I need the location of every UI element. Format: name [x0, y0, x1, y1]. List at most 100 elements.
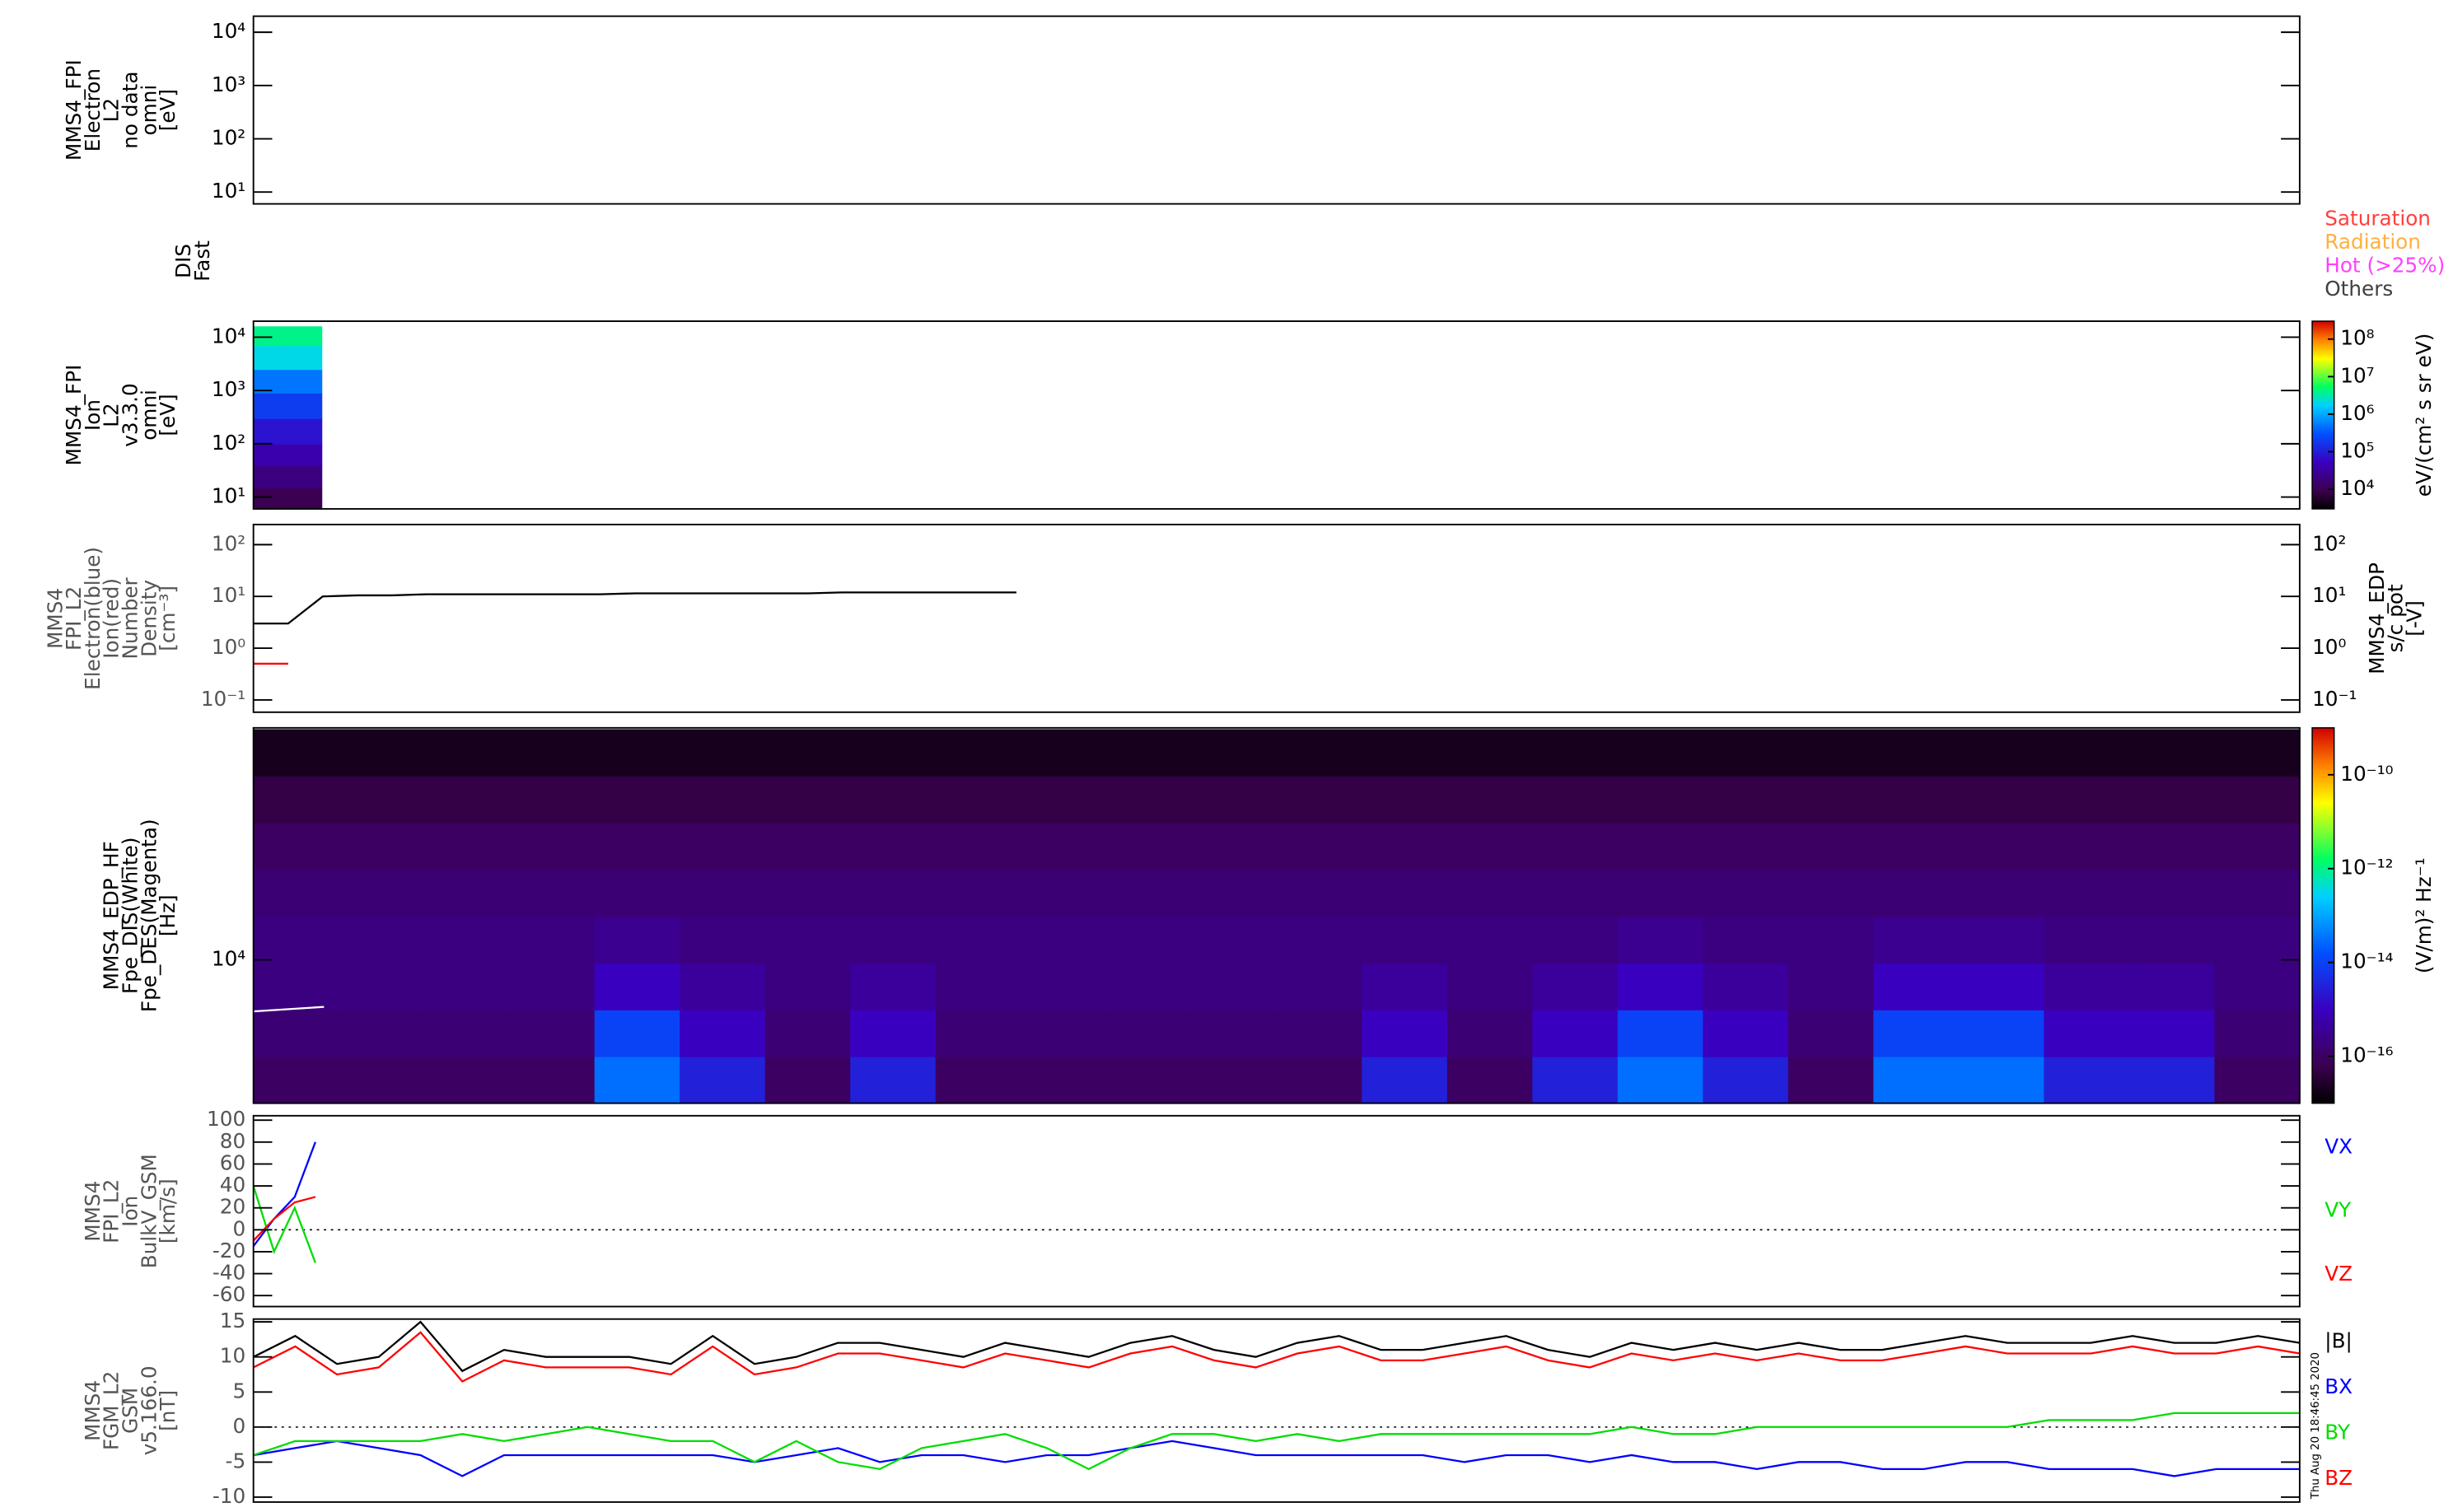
- spectrogram-cell: [1787, 729, 1875, 777]
- spectrogram-cell: [1958, 869, 2045, 917]
- spectrogram-cell: [423, 869, 510, 917]
- spectrogram-cell: [680, 963, 766, 1010]
- spectrogram-cell: [2128, 869, 2216, 917]
- spectrogram-cell: [1787, 869, 1875, 917]
- spectrogram-cell: [1362, 916, 1448, 964]
- spectrogram-cell: [339, 1056, 425, 1104]
- spectrogram-cell: [1021, 869, 1107, 917]
- y-tick-label: 10⁴: [212, 19, 245, 43]
- spectrogram-cell: [339, 916, 425, 964]
- y-tick-label: 10¹: [212, 484, 245, 508]
- spectrogram-cell: [2214, 822, 2301, 870]
- y-tick-label: 10¹: [212, 179, 245, 203]
- spectrogram-cell: [253, 916, 339, 964]
- spectrogram-cell: [1446, 916, 1534, 964]
- y-axis-label: FPI_L2: [62, 586, 86, 651]
- y-axis-label: [Hz]: [156, 894, 180, 936]
- spectrogram-cell: [253, 418, 323, 445]
- legend-label: |B|: [2325, 1329, 2353, 1353]
- spectrogram-cell: [2214, 729, 2301, 777]
- legend-label: VY: [2325, 1198, 2352, 1222]
- spectrogram-cell: [1191, 1056, 1278, 1104]
- spectrogram-cell: [1617, 916, 1704, 964]
- spectrogram-cell: [850, 729, 937, 777]
- spectrogram-cell: [1105, 869, 1193, 917]
- y2-axis-label: s/c pot: [2384, 584, 2408, 652]
- colorbar-label: eV/(cm² s sr eV): [2412, 334, 2436, 497]
- spectrogram-cell: [1787, 963, 1875, 1010]
- series-line: [253, 1320, 2301, 1373]
- spectrogram-cell: [680, 729, 766, 777]
- panel-frame: [252, 726, 2301, 1104]
- spectrogram-cell: [2214, 916, 2301, 964]
- spectrogram-cell: [1532, 729, 1619, 777]
- y-axis-label: omni: [137, 390, 161, 441]
- spectrogram-cell: [1703, 776, 1789, 824]
- spectrogram-cell: [1446, 869, 1534, 917]
- spectrogram-cell: [253, 776, 339, 824]
- spectrogram-cell: [253, 326, 323, 347]
- spectrogram-cell: [509, 729, 596, 777]
- spectrogram-cell: [423, 729, 510, 777]
- spectrogram-cell: [1191, 963, 1278, 1010]
- spectrogram-cell: [1532, 1010, 1619, 1057]
- y-axis-label: Number: [119, 576, 143, 659]
- spectrogram-cell: [594, 776, 680, 824]
- spectrogram-cell: [1191, 822, 1278, 870]
- spectrogram-cell: [2214, 1056, 2301, 1104]
- spectrogram-cell: [1446, 963, 1534, 1010]
- legend-label: Radiation: [2325, 230, 2421, 254]
- spectrogram-cell: [423, 1010, 510, 1057]
- spectrogram-cell: [2044, 1056, 2130, 1104]
- spectrogram-cell: [1532, 916, 1619, 964]
- spectrogram-cell: [1276, 729, 1363, 777]
- spectrogram-cell: [680, 869, 766, 917]
- spectrogram-cell: [2214, 1010, 2301, 1057]
- spectrogram-cell: [1021, 1056, 1107, 1104]
- y-axis-label: MMS4: [81, 1181, 105, 1242]
- series-line: [253, 1412, 2300, 1471]
- legend-label: BX: [2325, 1374, 2353, 1398]
- y-tick-label: 10²: [212, 126, 245, 150]
- y-tick-label: 10⁰: [212, 635, 245, 659]
- panel-frame: [252, 1318, 2301, 1503]
- spectrogram-cell: [594, 822, 680, 870]
- spectrogram-cell: [339, 963, 425, 1010]
- y-axis-label: FPI_L2: [100, 1179, 124, 1244]
- colorbar-tick-label: 10⁻¹⁰: [2340, 762, 2393, 786]
- spectrogram-cell: [935, 916, 1022, 964]
- spectrogram-cell: [339, 776, 425, 824]
- y-axis-label: Ion: [119, 1196, 143, 1227]
- spectrogram-cell: [1276, 1056, 1363, 1104]
- spectrogram-cell: [423, 963, 510, 1010]
- spectrogram-cell: [1191, 916, 1278, 964]
- spectrogram-cell: [2128, 822, 2216, 870]
- spectrogram-cell: [509, 822, 596, 870]
- y-tick-label: 15: [220, 1309, 245, 1332]
- y-tick-label: 5: [232, 1379, 245, 1402]
- y-axis-label: MMS4_EDP_HF: [100, 841, 124, 990]
- spectrogram-cell: [1703, 729, 1789, 777]
- spectrogram-cell: [1362, 729, 1448, 777]
- spectrogram-cell: [1617, 1010, 1704, 1057]
- y-tick-label: 10⁴: [212, 324, 245, 348]
- spectrogram-cell: [1021, 776, 1107, 824]
- spectrogram-cell: [764, 869, 851, 917]
- spectrogram-cell: [2044, 963, 2130, 1010]
- spectrogram-cell: [1958, 963, 2045, 1010]
- spectrogram-cell: [680, 1010, 766, 1057]
- spectrogram-cell: [1362, 1010, 1448, 1057]
- y-tick-label: -10: [213, 1484, 245, 1508]
- spectrogram-cell: [850, 1010, 937, 1057]
- spectrogram-cell: [253, 963, 339, 1010]
- spectrogram-cell: [1617, 963, 1704, 1010]
- spectrogram-cell: [1703, 916, 1789, 964]
- y-tick-label: 80: [220, 1129, 245, 1153]
- y-tick-label: 10¹: [212, 583, 245, 607]
- spectrogram-cell: [339, 822, 425, 870]
- spectrogram-cell: [1446, 729, 1534, 777]
- y-axis-label: Fpe_DIS(White): [119, 838, 143, 994]
- spectrogram-cell: [2044, 1010, 2130, 1057]
- panel-frame: [252, 523, 2301, 713]
- spectrogram-cell: [680, 1056, 766, 1104]
